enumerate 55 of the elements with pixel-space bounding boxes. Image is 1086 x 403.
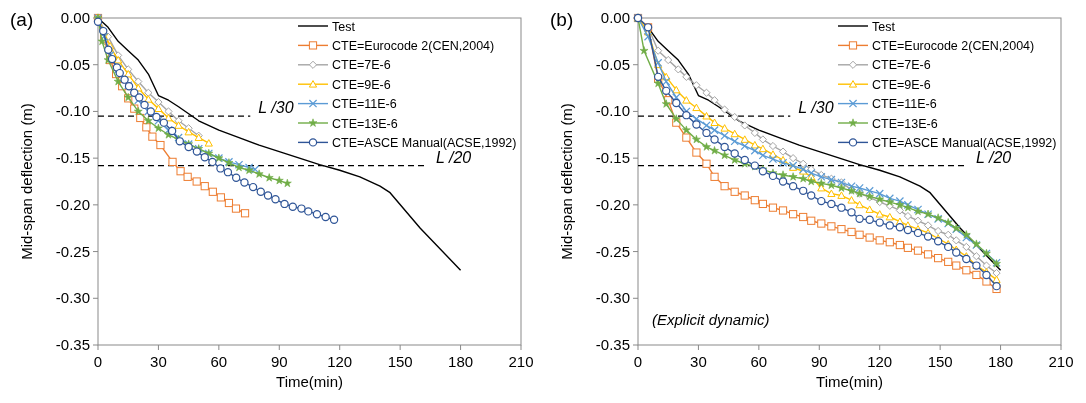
y-tick-label: -0.30 [55,289,90,307]
x-tick-label: 180 [988,353,1014,370]
legend-label: Test [872,19,896,34]
x-tick-label: 30 [690,353,707,370]
x-axis-title: Time(min) [816,373,883,390]
legend-label: CTE=13E-6 [332,116,398,131]
x-tick-label: 120 [327,353,353,370]
legend-label: CTE=9E-6 [332,77,391,92]
x-tick-label: 0 [633,353,643,370]
x-tick-label: 90 [810,353,828,370]
x-tick-label: 210 [1048,353,1074,370]
legend-label: CTE=ASCE Manual(ACSE,1992) [872,135,1057,150]
x-tick-label: 60 [210,353,228,370]
legend-label: CTE=Eurocode 2(CEN,2004) [332,38,495,53]
legend-label: Test [332,19,356,34]
y-axis-title: Mid-span deflection (m) [558,103,575,260]
y-tick-label: -0.10 [595,102,630,120]
y-tick-label: -0.15 [595,149,630,167]
legend-label: CTE=11E-6 [332,97,397,112]
y-tick-label: -0.25 [595,242,630,260]
x-tick-label: 180 [448,353,474,370]
legend-label: CTE=Eurocode 2(CEN,2004) [872,38,1035,53]
x-tick-label: 90 [270,353,288,370]
x-tick-label: 0 [93,353,103,370]
y-tick-label: -0.35 [595,336,630,353]
y-tick-label: -0.05 [55,55,90,73]
x-tick-label: 210 [508,353,534,370]
y-tick-label: -0.20 [595,195,630,213]
y-tick-label: -0.05 [595,55,630,73]
legend-label: CTE=13E-6 [872,116,938,131]
chart-title: (a) [10,9,34,30]
ref-line-label: L /30 [798,99,834,117]
y-tick-label: 0.00 [600,9,630,26]
y-tick-label: -0.35 [55,336,90,353]
y-tick-label: -0.10 [55,102,90,120]
legend-label: CTE=9E-6 [872,77,931,92]
y-tick-label: -0.25 [55,242,90,260]
y-tick-label: 0.00 [60,9,90,26]
ref-line-label: L /30 [258,99,294,117]
legend-label: CTE=11E-6 [872,97,937,112]
legend-label: CTE=ASCE Manual(ACSE,1992) [332,135,517,150]
x-axis-title: Time(min) [276,373,343,390]
annotation: (Explicit dynamic) [652,311,770,328]
legend-label: CTE=7E-6 [332,58,391,73]
x-tick-label: 30 [150,353,167,370]
y-tick-label: -0.15 [55,149,90,167]
legend-label: CTE=7E-6 [872,58,931,73]
x-tick-label: 120 [867,353,893,370]
y-tick-label: -0.20 [55,195,90,213]
chart-title: (b) [550,9,574,30]
y-tick-label: -0.30 [595,289,630,307]
y-axis-title: Mid-span deflection (m) [18,103,35,260]
x-tick-label: 150 [387,353,413,370]
x-tick-label: 150 [927,353,953,370]
x-tick-label: 60 [750,353,768,370]
